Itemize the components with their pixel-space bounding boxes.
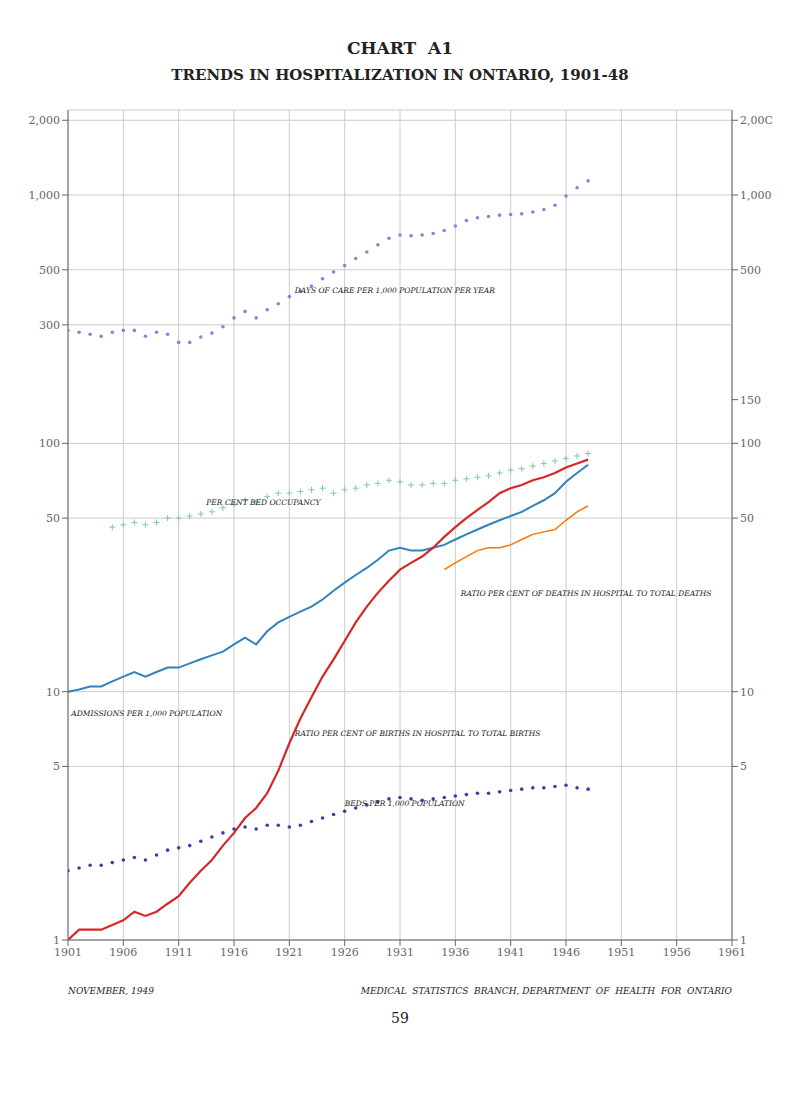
svg-text:1941: 1941 [497,946,525,959]
svg-text:100: 100 [39,437,60,450]
svg-text:5: 5 [740,760,747,773]
svg-text:1: 1 [740,934,747,947]
svg-text:1911: 1911 [165,946,193,959]
svg-text:ADMISSIONS PER 1,000 POPULATIO: ADMISSIONS PER 1,000 POPULATION [70,709,222,718]
svg-text:1926: 1926 [331,946,359,959]
svg-text:1956: 1956 [663,946,691,959]
svg-text:1946: 1946 [552,946,580,959]
svg-text:1921: 1921 [275,946,303,959]
svg-text:50: 50 [46,512,60,525]
svg-text:2,000: 2,000 [29,114,61,127]
svg-text:1906: 1906 [109,946,137,959]
svg-text:500: 500 [740,264,761,277]
html-text:CHART A1: CHART A1 [346,38,454,58]
html-text:59: 59 [391,1010,409,1026]
svg-text:1936: 1936 [441,946,469,959]
svg-text:RATIO PER CENT OF DEATHS IN HO: RATIO PER CENT OF DEATHS IN HOSPITAL TO … [460,589,712,598]
svg-text:300: 300 [39,319,60,332]
svg-text:1961: 1961 [718,946,746,959]
svg-text:150: 150 [740,394,761,407]
svg-text:1901: 1901 [54,946,82,959]
svg-text:2,00C: 2,00C [740,114,773,127]
html-text:TRENDS IN HOSPITALIZATION IN O: TRENDS IN HOSPITALIZATION IN ONTARIO, 19… [171,66,629,84]
svg-text:5: 5 [53,760,60,773]
svg-text:10: 10 [740,686,754,699]
html-text:MEDICAL STATISTICS BRANCH, DEP: MEDICAL STATISTICS BRANCH, DEPARTMENT OF… [360,986,732,996]
svg-text:PER CENT BED OCCUPANCY: PER CENT BED OCCUPANCY [205,498,321,507]
svg-text:1916: 1916 [220,946,248,959]
svg-text:1,000: 1,000 [740,189,772,202]
svg-text:BEDS PER 1,000 POPULATION: BEDS PER 1,000 POPULATION [344,799,465,808]
svg-text:DAYS OF CARE PER 1,000 POPULAT: DAYS OF CARE PER 1,000 POPULATION PER YE… [294,286,495,295]
svg-text:1,000: 1,000 [29,189,61,202]
svg-text:RATIO PER CENT OF BIRTHS IN HO: RATIO PER CENT OF BIRTHS IN HOSPITAL TO … [294,729,541,738]
svg-text:1: 1 [53,934,60,947]
svg-text:500: 500 [39,264,60,277]
svg-text:10: 10 [46,686,60,699]
svg-text:1931: 1931 [386,946,414,959]
svg-text:1951: 1951 [607,946,635,959]
svg-text:50: 50 [740,512,754,525]
html-text:NOVEMBER, 1949: NOVEMBER, 1949 [68,986,154,996]
svg-text:100: 100 [740,437,761,450]
